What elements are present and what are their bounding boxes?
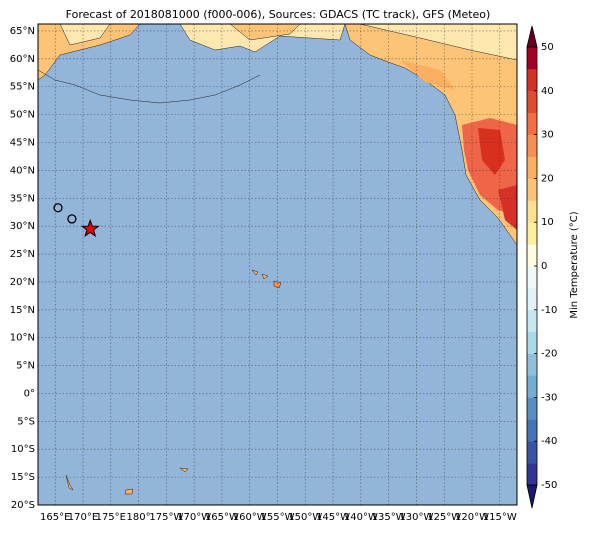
lon-label: 135°W bbox=[372, 512, 406, 523]
colorbar-tick-label: -10 bbox=[541, 305, 557, 316]
colorbar-bin bbox=[527, 441, 537, 464]
colorbar-bin bbox=[527, 112, 537, 135]
colorbar-bin bbox=[527, 419, 537, 442]
lat-label: 45°N bbox=[10, 138, 35, 149]
colorbar-tick-label: -50 bbox=[541, 480, 557, 491]
track-star bbox=[80, 218, 100, 237]
lat-label: 5°N bbox=[16, 361, 35, 372]
map-frame bbox=[37, 23, 518, 506]
map-title: Forecast of 2018081000 (f000-006), Sourc… bbox=[66, 8, 491, 21]
colorbar-bin bbox=[527, 375, 537, 398]
lat-label: 25°N bbox=[10, 249, 35, 260]
track-point bbox=[67, 214, 77, 224]
lon-label: 125°W bbox=[427, 512, 461, 523]
colorbar-bin bbox=[527, 353, 537, 376]
lat-label: 30°N bbox=[10, 221, 35, 232]
lat-label: 5°S bbox=[17, 416, 35, 427]
colorbar-tick-label: 0 bbox=[541, 261, 547, 272]
lon-label: 180° bbox=[127, 512, 151, 523]
lon-label: 115°W bbox=[483, 512, 517, 523]
colorbar-bin bbox=[527, 200, 537, 223]
ocean bbox=[38, 24, 517, 505]
colorbar-bin bbox=[527, 222, 537, 245]
colorbar: -50 -40 -30 -20 -10 0 10 20 30 40 50 bbox=[526, 25, 557, 509]
colorbar-tick-label: 10 bbox=[541, 217, 554, 228]
lat-label: 60°N bbox=[10, 54, 35, 65]
colorbar-bin bbox=[527, 463, 537, 486]
colorbar-bin bbox=[527, 331, 537, 354]
lon-label: 160°W bbox=[233, 512, 267, 523]
colorbar-tick-label: 40 bbox=[541, 86, 554, 97]
lat-label: 50°N bbox=[10, 110, 35, 121]
colorbar-label: Min Temperature (°C) bbox=[569, 211, 580, 318]
colorbar-tick-label: 20 bbox=[541, 173, 554, 184]
lon-label: 175°W bbox=[149, 512, 183, 523]
lat-label: 20°N bbox=[10, 277, 35, 288]
lon-label: 170°E bbox=[68, 512, 98, 523]
lon-label: 150°W bbox=[288, 512, 322, 523]
lat-label: 20°S bbox=[11, 500, 35, 511]
colorbar-tick-label: 50 bbox=[541, 42, 554, 53]
lon-label: 130°W bbox=[399, 512, 433, 523]
colorbar-bin bbox=[527, 309, 537, 332]
colorbar-bin bbox=[527, 397, 537, 420]
grid bbox=[38, 24, 517, 506]
colorbar-bin bbox=[527, 68, 537, 92]
track-point bbox=[53, 203, 63, 213]
colorbar-tick-label: -30 bbox=[541, 392, 557, 403]
lat-label: 40°N bbox=[10, 165, 35, 176]
track bbox=[53, 203, 100, 237]
colorbar-bin bbox=[527, 178, 537, 201]
lat-label: 65°N bbox=[10, 26, 35, 37]
colorbar-bin bbox=[527, 244, 537, 267]
lon-label: 155°W bbox=[261, 512, 295, 523]
lat-label: 10°N bbox=[10, 333, 35, 344]
land bbox=[38, 24, 517, 495]
lon-label: 140°W bbox=[344, 512, 378, 523]
lat-label: 0° bbox=[24, 388, 35, 399]
colorbar-tick-label: 30 bbox=[541, 130, 554, 141]
lat-label: 15°N bbox=[10, 305, 35, 316]
lon-label: 175°E bbox=[96, 512, 126, 523]
lon-label: 145°W bbox=[316, 512, 350, 523]
colorbar-bin bbox=[527, 156, 537, 179]
colorbar-extend-bottom bbox=[526, 484, 538, 509]
lat-label: 15°S bbox=[11, 472, 35, 483]
colorbar-bin bbox=[527, 266, 537, 289]
colorbar-extend-top bbox=[526, 25, 538, 48]
lat-label: 35°N bbox=[10, 193, 35, 204]
lon-label: 165°E bbox=[40, 512, 70, 523]
colorbar-bin bbox=[527, 90, 537, 113]
lat-label: 10°S bbox=[11, 444, 35, 455]
colorbar-bin bbox=[527, 134, 537, 157]
lon-label: 120°W bbox=[455, 512, 489, 523]
colorbar-tick-label: -20 bbox=[541, 349, 557, 360]
lon-label: 170°W bbox=[177, 512, 211, 523]
colorbar-bin bbox=[527, 47, 537, 70]
colorbar-bin bbox=[527, 287, 537, 311]
colorbar-tick-label: -40 bbox=[541, 436, 557, 447]
lat-label: 55°N bbox=[10, 82, 35, 93]
lon-label: 165°W bbox=[205, 512, 239, 523]
